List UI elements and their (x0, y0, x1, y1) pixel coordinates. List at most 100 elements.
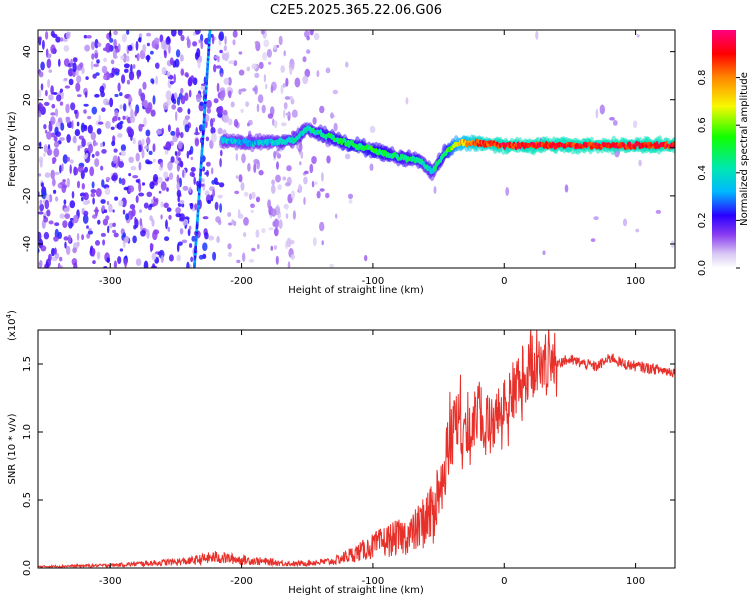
spectrogram-marks (38, 30, 675, 268)
noise-cell (271, 208, 277, 217)
noise-cell (206, 99, 212, 109)
noise-cell (245, 101, 250, 107)
noise-cell (92, 260, 96, 265)
noise-cell (316, 190, 321, 199)
noise-cell (114, 93, 119, 98)
noise-cell (115, 48, 120, 53)
noise-cell (176, 254, 181, 262)
spectrogram-y-tick-label: 40 (22, 45, 33, 58)
colorbar-tick-label: 0.4 (697, 165, 708, 181)
noise-cell (635, 228, 640, 233)
noise-cell (285, 213, 289, 220)
noise-cell (53, 189, 57, 194)
noise-cell (146, 54, 150, 63)
noise-cell (87, 230, 93, 235)
noise-cell (180, 131, 184, 139)
noise-cell (290, 254, 295, 260)
noise-cell (168, 214, 172, 220)
noise-cell (66, 156, 70, 162)
noise-cell (46, 209, 51, 217)
noise-cell (112, 172, 118, 181)
noise-cell (146, 191, 153, 197)
noise-cell (59, 181, 66, 186)
noise-cell (95, 240, 100, 246)
noise-cell (77, 165, 84, 173)
noise-cell (70, 58, 73, 67)
noise-cell (146, 136, 151, 145)
noise-cell (119, 248, 124, 252)
noise-cell (123, 186, 129, 191)
noise-cell (51, 247, 55, 257)
noise-cell (146, 42, 150, 47)
noise-cell (142, 44, 147, 53)
noise-cell (238, 69, 245, 76)
noise-cell (83, 200, 89, 205)
noise-cell (124, 258, 127, 268)
noise-cell (227, 222, 233, 226)
noise-cell (151, 218, 155, 227)
noise-cell (100, 165, 104, 171)
noise-cell (267, 113, 274, 119)
noise-cell (216, 235, 220, 244)
noise-cell (303, 176, 308, 185)
noise-cell (54, 237, 58, 242)
noise-cell (232, 39, 236, 46)
noise-cell (138, 144, 142, 153)
noise-cell (64, 213, 71, 220)
noise-cell (251, 247, 256, 252)
noise-cell (121, 74, 126, 84)
noise-cell (86, 225, 89, 229)
noise-cell (77, 146, 80, 152)
noise-cell (116, 122, 123, 130)
noise-cell (169, 57, 174, 65)
noise-cell (138, 33, 143, 38)
noise-cell (265, 83, 268, 90)
noise-cell (137, 38, 142, 42)
noise-cell (201, 178, 205, 183)
noise-cell (65, 245, 71, 255)
noise-cell (45, 89, 48, 97)
noise-cell (43, 124, 47, 130)
noise-cell (200, 41, 204, 50)
noise-cell (217, 57, 220, 63)
noise-cell (261, 104, 266, 114)
noise-cell (51, 103, 56, 109)
noise-cell (285, 204, 289, 211)
noise-cell (50, 116, 56, 125)
noise-cell (312, 117, 317, 125)
noise-cell (155, 62, 160, 69)
noise-cell (231, 219, 235, 225)
noise-cell (190, 156, 194, 161)
noise-cell (284, 182, 291, 187)
spectrogram-y-tick-label: -40 (22, 236, 33, 252)
spectrogram-y-tick-label: -20 (22, 188, 33, 204)
noise-cell (130, 134, 133, 141)
noise-cell (130, 63, 133, 74)
noise-cell (69, 159, 74, 164)
noise-cell (111, 140, 116, 147)
noise-cell (129, 204, 136, 210)
noise-cell (126, 30, 130, 35)
noise-cell (251, 63, 258, 70)
noise-cell (590, 238, 596, 243)
noise-cell (219, 157, 222, 168)
noise-cell (123, 103, 127, 112)
noise-cell (227, 212, 232, 217)
noise-cell (128, 185, 135, 193)
snr-frame (37, 329, 676, 569)
noise-cell (113, 260, 117, 268)
noise-cell (189, 202, 194, 210)
noise-cell (43, 231, 50, 240)
noise-cell (186, 261, 190, 268)
noise-cell (54, 140, 60, 148)
noise-cell (219, 92, 225, 101)
noise-cell (160, 214, 163, 220)
noise-cell (67, 205, 70, 212)
noise-cell (84, 91, 88, 98)
noise-cell (101, 107, 106, 112)
noise-cell (117, 256, 122, 265)
snr-y-axis-label: SNR (10 * v/v) (7, 413, 18, 484)
noise-cell (136, 70, 140, 80)
noise-cell (189, 243, 193, 248)
noise-cell (64, 241, 67, 249)
